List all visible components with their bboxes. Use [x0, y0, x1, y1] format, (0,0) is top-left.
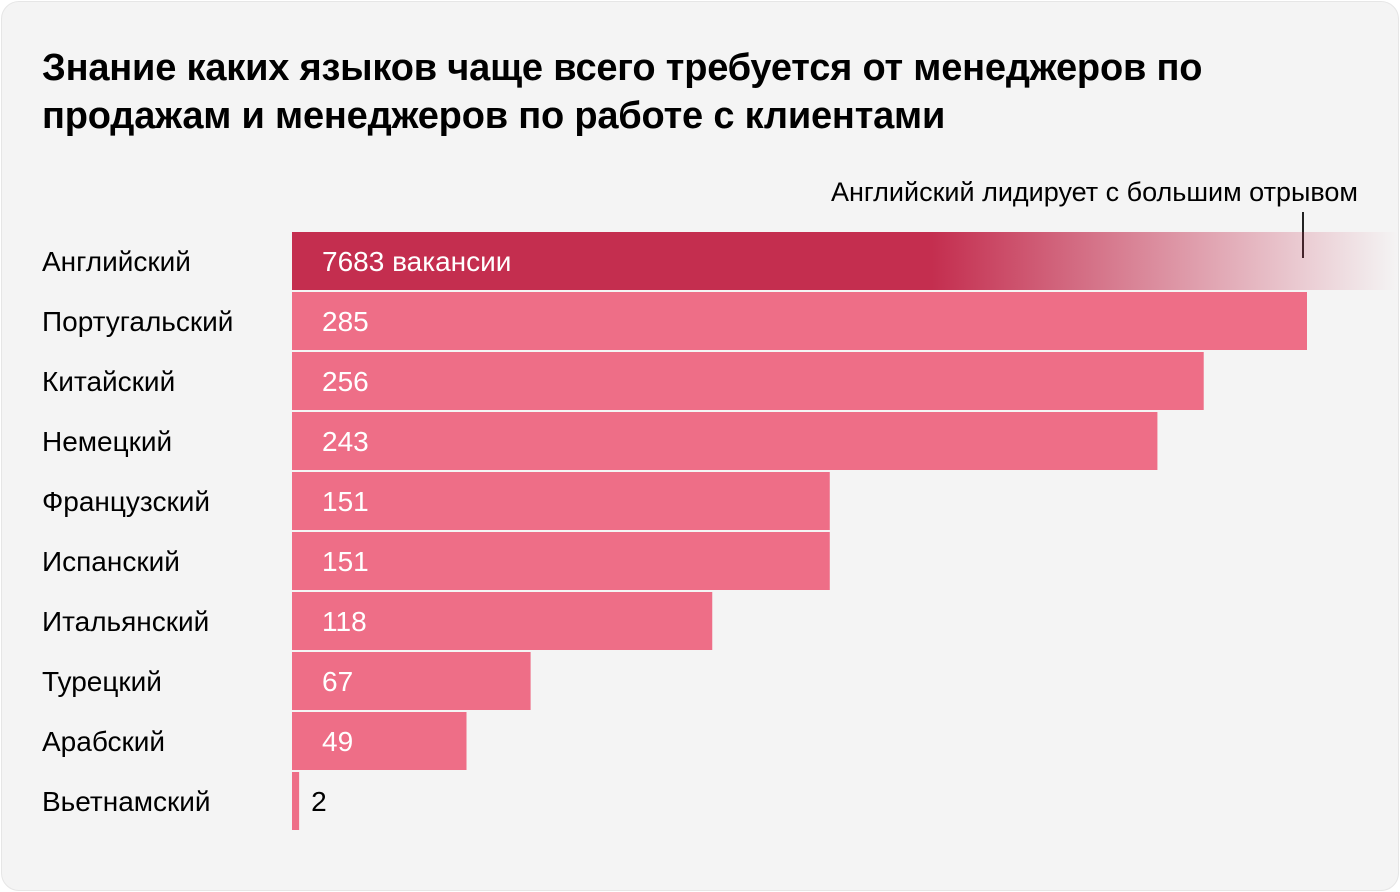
- value-label: 2: [311, 786, 327, 817]
- bar: [292, 652, 531, 710]
- value-label: 285: [322, 306, 369, 337]
- value-label: 49: [322, 726, 353, 757]
- chart-title: Знание каких языков чаще всего требуется…: [42, 47, 1203, 137]
- chart-annotation: Английский лидирует с большим отрывом: [831, 177, 1358, 207]
- category-label: Немецкий: [42, 426, 172, 457]
- value-label: 7683 вакансии: [322, 246, 511, 277]
- category-label: Китайский: [42, 366, 175, 397]
- bar: [292, 772, 300, 830]
- value-label: 256: [322, 366, 369, 397]
- category-label: Арабский: [42, 726, 165, 757]
- category-label: Английский: [42, 246, 191, 277]
- category-label: Турецкий: [42, 666, 162, 697]
- bar-highlight: [292, 232, 932, 290]
- bar: [292, 292, 1307, 350]
- value-label: 243: [322, 426, 369, 457]
- bar: [292, 712, 467, 770]
- value-label: 151: [322, 486, 369, 517]
- bar: [292, 412, 1158, 470]
- value-label: 118: [322, 606, 367, 637]
- value-label: 151: [322, 546, 369, 577]
- category-label: Французский: [42, 486, 210, 517]
- bar: [292, 592, 713, 650]
- category-label: Вьетнамский: [42, 786, 211, 817]
- category-label: Итальянский: [42, 606, 209, 637]
- value-label: 67: [322, 666, 353, 697]
- bar: [292, 472, 830, 530]
- category-label: Португальский: [42, 306, 233, 337]
- bar: [292, 352, 1204, 410]
- bar-highlight-fade: [932, 232, 1398, 290]
- category-label: Испанский: [42, 546, 180, 577]
- bar: [292, 532, 830, 590]
